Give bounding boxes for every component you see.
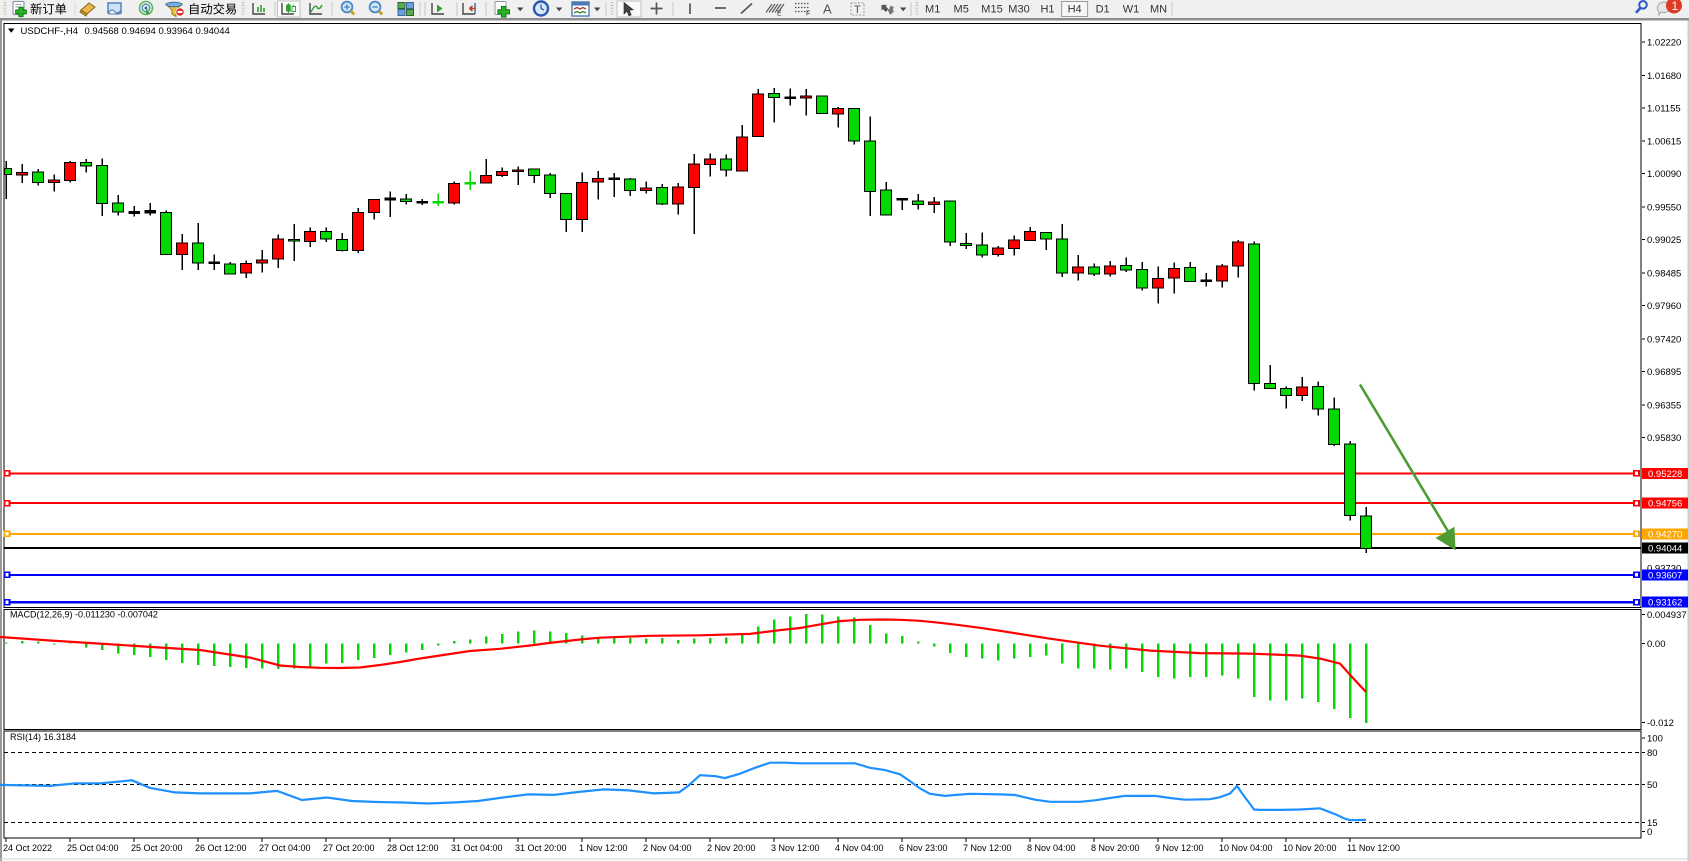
svg-text:10 Nov 04:00: 10 Nov 04:00 [1219, 843, 1273, 853]
svg-text:0.95830: 0.95830 [1647, 433, 1681, 444]
svg-text:31 Oct 20:00: 31 Oct 20:00 [515, 843, 567, 853]
svg-text:M1: M1 [925, 4, 940, 16]
svg-text:80: 80 [1647, 748, 1658, 759]
svg-text:0.94270: 0.94270 [1648, 529, 1682, 540]
svg-text:M15: M15 [981, 4, 1002, 16]
svg-text:-0.012: -0.012 [1647, 718, 1674, 729]
svg-text:0.004937: 0.004937 [1647, 610, 1687, 621]
svg-text:0.93162: 0.93162 [1648, 598, 1682, 609]
svg-text:0.95228: 0.95228 [1648, 469, 1682, 480]
svg-text:8 Nov 20:00: 8 Nov 20:00 [1091, 843, 1140, 853]
svg-text:3 Nov 12:00: 3 Nov 12:00 [771, 843, 820, 853]
svg-text:0.93730: 0.93730 [1647, 564, 1681, 575]
svg-text:0.97960: 0.97960 [1647, 301, 1681, 312]
svg-text:D1: D1 [1096, 4, 1110, 16]
svg-text:MACD(12,26,9) -0.011230 -0.007: MACD(12,26,9) -0.011230 -0.007042 [10, 610, 158, 620]
svg-text:USDCHF-,H4: USDCHF-,H4 [21, 26, 79, 37]
svg-text:2 Nov 20:00: 2 Nov 20:00 [707, 843, 756, 853]
svg-text:1: 1 [1672, 0, 1679, 13]
svg-text:27 Oct 04:00: 27 Oct 04:00 [259, 843, 311, 853]
svg-text:H1: H1 [1040, 4, 1054, 16]
svg-text:10 Nov 20:00: 10 Nov 20:00 [1283, 843, 1337, 853]
svg-text:1.01680: 1.01680 [1647, 71, 1681, 82]
svg-text:27 Oct 20:00: 27 Oct 20:00 [323, 843, 375, 853]
svg-text:11 Nov 12:00: 11 Nov 12:00 [1347, 843, 1400, 853]
svg-text:0.94756: 0.94756 [1648, 499, 1682, 510]
svg-text:31 Oct 04:00: 31 Oct 04:00 [451, 843, 503, 853]
svg-text:RSI(14) 16.3184: RSI(14) 16.3184 [10, 732, 76, 742]
svg-text:0.96355: 0.96355 [1647, 400, 1681, 411]
svg-text:6 Nov 23:00: 6 Nov 23:00 [899, 843, 948, 853]
svg-text:H4: H4 [1068, 4, 1082, 16]
svg-text:25 Oct 20:00: 25 Oct 20:00 [131, 843, 183, 853]
svg-text:1 Nov 12:00: 1 Nov 12:00 [579, 843, 628, 853]
svg-text:0.96895: 0.96895 [1647, 367, 1681, 378]
svg-text:100: 100 [1647, 733, 1663, 744]
svg-text:28 Oct 12:00: 28 Oct 12:00 [387, 843, 439, 853]
svg-text:0: 0 [1647, 827, 1652, 838]
svg-text:15: 15 [1647, 818, 1658, 829]
svg-text:1.02220: 1.02220 [1647, 37, 1681, 48]
svg-text:0.97420: 0.97420 [1647, 335, 1681, 346]
svg-text:1.01155: 1.01155 [1647, 103, 1681, 114]
svg-text:W1: W1 [1123, 4, 1140, 16]
svg-text:2 Nov 04:00: 2 Nov 04:00 [643, 843, 692, 853]
svg-text:0.94044: 0.94044 [1648, 544, 1682, 555]
svg-text:MN: MN [1150, 4, 1167, 16]
svg-text:A: A [823, 2, 832, 17]
svg-text:0.98485: 0.98485 [1647, 269, 1681, 280]
svg-text:0.93607: 0.93607 [1648, 570, 1682, 581]
svg-text:8 Nov 04:00: 8 Nov 04:00 [1027, 843, 1076, 853]
svg-text:F: F [806, 11, 810, 18]
svg-text:7 Nov 12:00: 7 Nov 12:00 [963, 843, 1012, 853]
svg-text:4 Nov 04:00: 4 Nov 04:00 [835, 843, 884, 853]
svg-text:24 Oct 2022: 24 Oct 2022 [3, 843, 52, 853]
svg-text:9 Nov 12:00: 9 Nov 12:00 [1155, 843, 1204, 853]
svg-text:M5: M5 [954, 4, 969, 16]
svg-text:T: T [854, 4, 861, 16]
svg-text:E: E [777, 11, 782, 18]
svg-text:26 Oct 12:00: 26 Oct 12:00 [195, 843, 247, 853]
svg-text:1.00615: 1.00615 [1647, 137, 1681, 148]
svg-text:0.00: 0.00 [1647, 639, 1666, 650]
svg-text:0.94568 0.94694 0.93964 0.9404: 0.94568 0.94694 0.93964 0.94044 [85, 26, 230, 37]
svg-text:0.99025: 0.99025 [1647, 235, 1681, 246]
svg-text:25 Oct 04:00: 25 Oct 04:00 [67, 843, 119, 853]
svg-text:50: 50 [1647, 780, 1658, 791]
svg-text:0.99550: 0.99550 [1647, 203, 1681, 214]
svg-text:1.00090: 1.00090 [1647, 169, 1681, 180]
svg-text:M30: M30 [1008, 4, 1029, 16]
